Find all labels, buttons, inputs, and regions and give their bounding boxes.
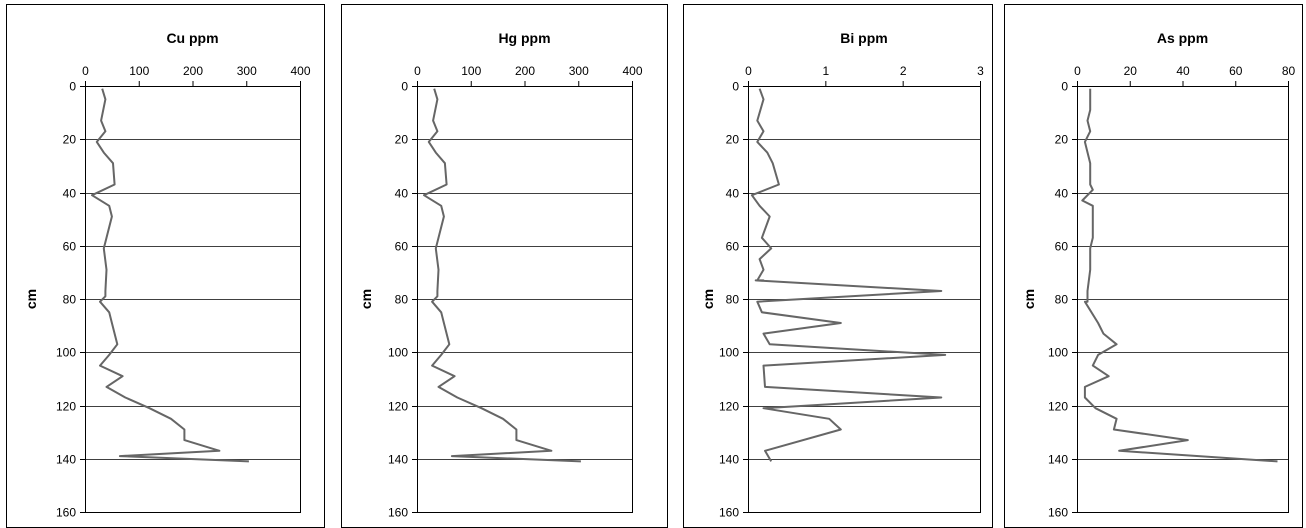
x-tick-label-bi: 0 — [745, 64, 752, 78]
x-tick-label-hg: 400 — [622, 64, 642, 78]
y-tick-label-as: 100 — [1048, 346, 1068, 360]
y-tick-label-cu: 60 — [63, 240, 77, 254]
x-tick-label-as: 0 — [1074, 64, 1081, 78]
y-tick-label-hg: 160 — [388, 506, 408, 520]
y-tick-label-bi: 40 — [726, 187, 740, 201]
y-tick-label-as: 0 — [1061, 80, 1068, 94]
x-tick-label-as: 40 — [1176, 64, 1190, 78]
y-tick-label-bi: 140 — [719, 453, 739, 467]
y-tick-label-as: 60 — [1055, 240, 1069, 254]
x-tick-label-hg: 100 — [461, 64, 481, 78]
y-tick-label-hg: 40 — [395, 187, 409, 201]
x-tick-label-bi: 2 — [900, 64, 907, 78]
series-line-cu — [91, 88, 249, 463]
y-tick-label-hg: 80 — [395, 293, 409, 307]
y-tick-label-cu: 40 — [63, 187, 77, 201]
series-line-hg — [423, 88, 581, 463]
x-tick-label-hg: 200 — [515, 64, 535, 78]
y-tick-label-bi: 160 — [719, 506, 739, 520]
y-tick-label-hg: 100 — [388, 346, 408, 360]
series-line-bi — [750, 88, 947, 462]
x-tick-label-hg: 300 — [569, 64, 589, 78]
y-tick-label-hg: 0 — [401, 80, 408, 94]
panel-title-cu: Cu ppm — [166, 30, 218, 46]
panel-title-hg: Hg ppm — [498, 30, 550, 46]
y-tick-label-cu: 140 — [56, 453, 76, 467]
y-axis-title-bi: cm — [700, 289, 716, 309]
x-tick-label-cu: 400 — [290, 64, 310, 78]
y-axis-title-as: cm — [1021, 289, 1037, 309]
y-tick-label-cu: 160 — [56, 506, 76, 520]
y-tick-label-as: 40 — [1055, 187, 1069, 201]
x-tick-label-cu: 200 — [183, 64, 203, 78]
x-tick-label-as: 80 — [1282, 64, 1296, 78]
y-tick-label-bi: 60 — [726, 240, 740, 254]
x-tick-label-hg: 0 — [414, 64, 421, 78]
y-tick-label-bi: 20 — [726, 133, 740, 147]
y-tick-label-cu: 20 — [63, 133, 77, 147]
panel-title-bi: Bi ppm — [840, 30, 887, 46]
y-tick-label-bi: 0 — [732, 80, 739, 94]
series-line-as — [1081, 88, 1278, 463]
y-tick-label-hg: 20 — [395, 133, 409, 147]
x-tick-label-bi: 3 — [977, 64, 984, 78]
y-tick-label-as: 160 — [1048, 506, 1068, 520]
y-tick-label-bi: 120 — [719, 400, 739, 414]
y-tick-label-as: 80 — [1055, 293, 1069, 307]
y-tick-label-as: 120 — [1048, 400, 1068, 414]
x-tick-label-cu: 300 — [237, 64, 257, 78]
y-tick-label-cu: 0 — [69, 80, 76, 94]
y-tick-label-bi: 80 — [726, 293, 740, 307]
y-axis-title-hg: cm — [358, 289, 374, 309]
x-tick-label-bi: 1 — [822, 64, 829, 78]
y-tick-label-as: 140 — [1048, 453, 1068, 467]
y-tick-label-hg: 120 — [388, 400, 408, 414]
y-tick-label-cu: 100 — [56, 346, 76, 360]
y-tick-label-cu: 120 — [56, 400, 76, 414]
y-tick-label-bi: 100 — [719, 346, 739, 360]
x-tick-label-as: 60 — [1229, 64, 1243, 78]
y-tick-label-as: 20 — [1055, 133, 1069, 147]
y-tick-label-hg: 140 — [388, 453, 408, 467]
y-axis-title-cu: cm — [23, 289, 39, 309]
y-tick-label-hg: 60 — [395, 240, 409, 254]
x-tick-label-cu: 0 — [82, 64, 89, 78]
panel-title-as: As ppm — [1157, 30, 1208, 46]
x-tick-label-cu: 100 — [129, 64, 149, 78]
x-tick-label-as: 20 — [1124, 64, 1138, 78]
y-tick-label-cu: 80 — [63, 293, 77, 307]
